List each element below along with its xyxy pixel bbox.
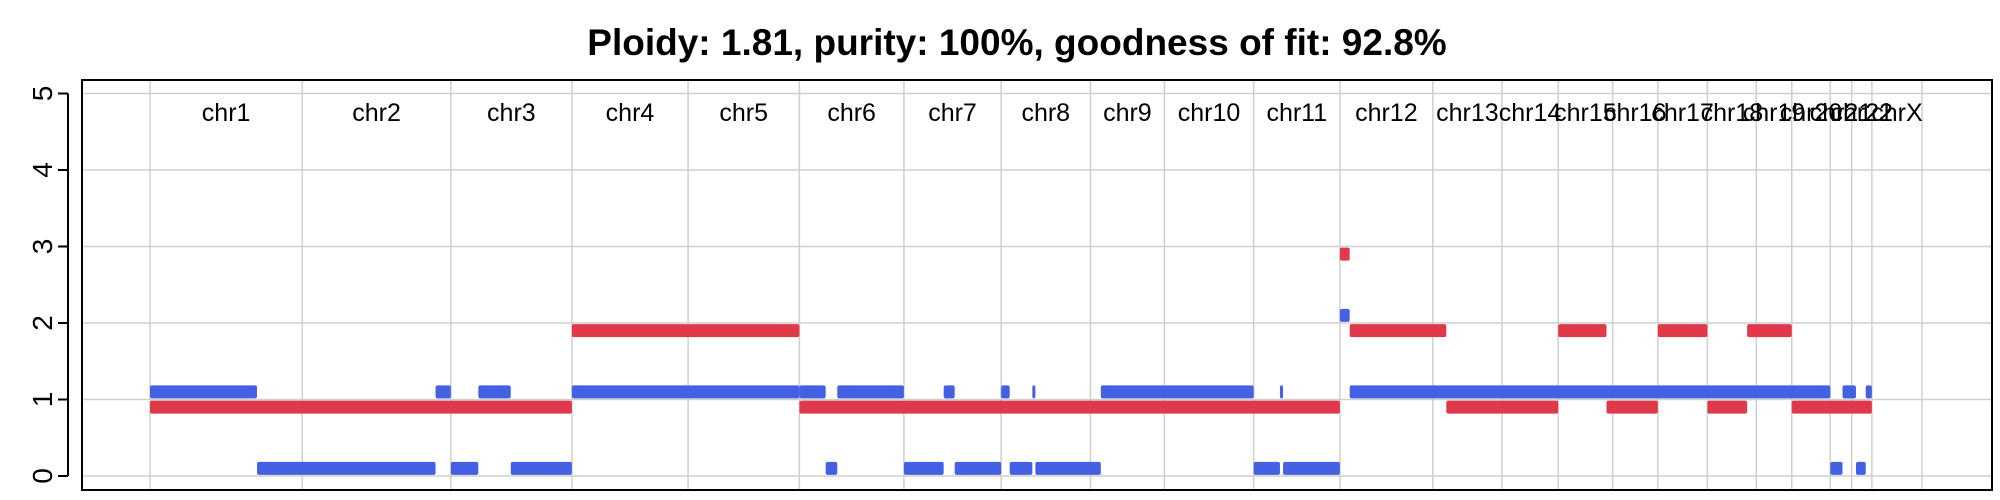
segment-series2-6 bbox=[1558, 324, 1607, 338]
chromosome-label-chr4: chr4 bbox=[606, 99, 655, 127]
chromosome-label-chr18: chr18 bbox=[1701, 99, 1764, 127]
plot-frame bbox=[81, 79, 1993, 491]
segment-series2-3 bbox=[1339, 247, 1350, 261]
chromosome-label-chr21: chr21 bbox=[1810, 99, 1873, 127]
chromosome-label-chr17: chr17 bbox=[1651, 99, 1714, 127]
chromosome-label-chr20: chr20 bbox=[1780, 99, 1843, 127]
segment-series1-23 bbox=[1830, 461, 1843, 475]
segment-series1-18 bbox=[1253, 461, 1280, 475]
chromosome-label-chr14: chr14 bbox=[1499, 99, 1562, 127]
segment-series1-8 bbox=[825, 461, 838, 475]
chromosome-label-chr11: chr11 bbox=[1266, 99, 1327, 127]
segment-series2-10 bbox=[1747, 324, 1792, 338]
chromosome-label-chr13: chr13 bbox=[1436, 99, 1499, 127]
y-axis: 0 1 2 3 4 5 bbox=[27, 86, 69, 484]
segment-series1-0 bbox=[150, 385, 258, 399]
segment-series1-22 bbox=[1349, 385, 1831, 399]
segment-series2-4 bbox=[1349, 324, 1447, 338]
chromosome-label-chr3: chr3 bbox=[487, 99, 536, 127]
segment-series1-17 bbox=[1100, 385, 1254, 399]
segment-series2-9 bbox=[1707, 400, 1748, 414]
segment-series1-25 bbox=[1855, 461, 1866, 475]
y-tick-label-5: 5 bbox=[27, 86, 58, 102]
chart-title: Ploidy: 1.81, purity: 100%, goodness of … bbox=[587, 22, 1446, 63]
segment-series2-1 bbox=[571, 324, 800, 338]
segment-series2-2 bbox=[799, 400, 1340, 414]
chromosome-label-chr16: chr16 bbox=[1604, 99, 1667, 127]
y-tick-label-3: 3 bbox=[27, 239, 58, 255]
segment-series2-8 bbox=[1657, 324, 1708, 338]
chromosome-label-chr9: chr9 bbox=[1103, 99, 1152, 127]
segment-series1-4 bbox=[478, 385, 511, 399]
segment-series1-2 bbox=[435, 385, 451, 399]
segment-series1-3 bbox=[450, 461, 479, 475]
segment-series1-6 bbox=[571, 385, 800, 399]
segment-series1-7 bbox=[799, 385, 826, 399]
segment-series2-5 bbox=[1446, 400, 1559, 414]
segment-series1-13 bbox=[1001, 385, 1010, 399]
chromosome-label-chr10: chr10 bbox=[1178, 99, 1241, 127]
chromosome-label-chr15: chr15 bbox=[1554, 99, 1617, 127]
y-tick-label-1: 1 bbox=[27, 392, 58, 408]
segment-series1-20 bbox=[1283, 461, 1340, 475]
y-tick-label-2: 2 bbox=[27, 315, 58, 331]
chromosome-label-chr2: chr2 bbox=[352, 99, 401, 127]
chromosome-label-chr7: chr7 bbox=[928, 99, 977, 127]
segment-series1-24 bbox=[1842, 385, 1856, 399]
segment-series1-1 bbox=[257, 461, 436, 475]
segment-series2-7 bbox=[1606, 400, 1658, 414]
chromosome-label-chr5: chr5 bbox=[719, 99, 768, 127]
segment-series1-21 bbox=[1339, 308, 1350, 322]
segment-series1-10 bbox=[903, 461, 944, 475]
chromosome-label-chr6: chr6 bbox=[827, 99, 876, 127]
segment-series1-9 bbox=[837, 385, 904, 399]
segment-series2-11 bbox=[1791, 400, 1872, 414]
segment-series1-26 bbox=[1865, 385, 1872, 399]
segment-series1-11 bbox=[943, 385, 955, 399]
chromosome-label-chr19: chr19 bbox=[1743, 99, 1806, 127]
segment-series1-19 bbox=[1279, 385, 1284, 399]
series-layer bbox=[150, 247, 1872, 475]
segment-series1-16 bbox=[1035, 461, 1101, 475]
segment-series1-14 bbox=[1009, 461, 1033, 475]
segment-series1-5 bbox=[510, 461, 572, 475]
grid-layer bbox=[82, 80, 1992, 490]
segment-series2-0 bbox=[150, 400, 572, 414]
y-tick-label-4: 4 bbox=[27, 162, 58, 178]
chromosome-label-chr8: chr8 bbox=[1021, 99, 1070, 127]
segment-series1-15 bbox=[1032, 385, 1036, 399]
segment-series1-12 bbox=[954, 461, 1002, 475]
chromosome-label-chr22: chr22 bbox=[1830, 99, 1893, 127]
chromosome-label-chr1: chr1 bbox=[202, 99, 251, 127]
chromosome-label-chr12: chr12 bbox=[1355, 99, 1418, 127]
y-tick-label-0: 0 bbox=[27, 468, 58, 484]
chromosome-label-chrX: chrX bbox=[1871, 99, 1923, 127]
chromosome-label-layer: chr1 chr2 chr3 chr4 chr5 chr6 chr7 chr8 chr9 chr1… bbox=[202, 99, 1923, 127]
